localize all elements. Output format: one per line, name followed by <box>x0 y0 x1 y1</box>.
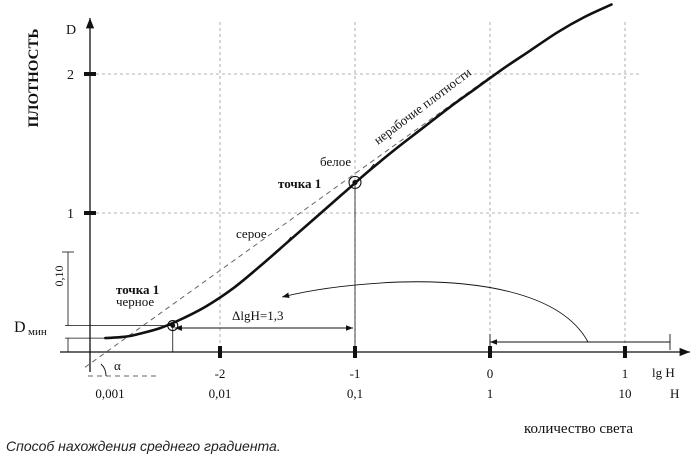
dmin-sub-label: мин <box>28 326 47 338</box>
transfer-arrow <box>281 281 589 343</box>
dim-010-label: 0,10 <box>52 266 66 287</box>
characteristic-curve <box>104 3 613 340</box>
y-tick-1 <box>84 72 96 76</box>
dmin-label: D <box>14 319 26 336</box>
x-axis-label-lg: lg H <box>652 365 675 380</box>
x-axis-label-h: H <box>670 386 679 401</box>
point-white-sublabel: белое <box>320 154 351 169</box>
y-axis-title: ПЛОТНОСТЬ <box>26 29 42 128</box>
alpha-label: α <box>114 358 121 373</box>
x-tick-lg-label-2: 0 <box>487 366 494 381</box>
x-tick-lg-label-3: 1 <box>622 366 629 381</box>
y-axis-label: D <box>66 23 76 38</box>
helper-lines <box>62 163 671 377</box>
x-tick-lg-label-0: -2 <box>215 366 226 381</box>
x-tick-2 <box>488 346 492 358</box>
x-tick-h-label-1: 0,1 <box>347 386 363 401</box>
y-tick-0 <box>84 211 96 215</box>
x-axis-title: количество света <box>524 421 633 437</box>
x-tick-1 <box>353 346 357 358</box>
curve-layer <box>84 3 613 368</box>
figure-caption: Способ нахождения среднего градиента. <box>6 438 281 454</box>
x-tick-h-label-3: 10 <box>619 386 632 401</box>
y-tick-label-0: 1 <box>67 207 74 222</box>
x-tick-0 <box>218 346 222 358</box>
grid-lines <box>90 22 640 352</box>
x-tick-3 <box>623 346 627 358</box>
delta-label: ΔlgH=1,3 <box>232 308 283 323</box>
tangent-line <box>84 76 491 368</box>
point-white-dot <box>352 179 358 186</box>
alpha-arc <box>100 363 107 377</box>
x-tick-lg-label-1: -1 <box>350 366 361 381</box>
x-origin-h-label: 0,001 <box>95 386 124 401</box>
x-tick-h-label-2: 1 <box>487 386 494 401</box>
point-black-dot <box>170 323 176 328</box>
point-black-sublabel: черное <box>116 294 154 309</box>
y-tick-label-1: 2 <box>67 68 74 83</box>
point-white-label: точка 1 <box>278 176 321 191</box>
nonworking-label: нерабочие плотности <box>371 64 474 147</box>
x-tick-h-label-0: 0,01 <box>209 386 232 401</box>
point-white-marker <box>348 175 362 189</box>
point-black-label: точка 1 <box>116 282 159 297</box>
gray-label: серое <box>236 226 267 241</box>
point-black-marker <box>167 320 179 332</box>
